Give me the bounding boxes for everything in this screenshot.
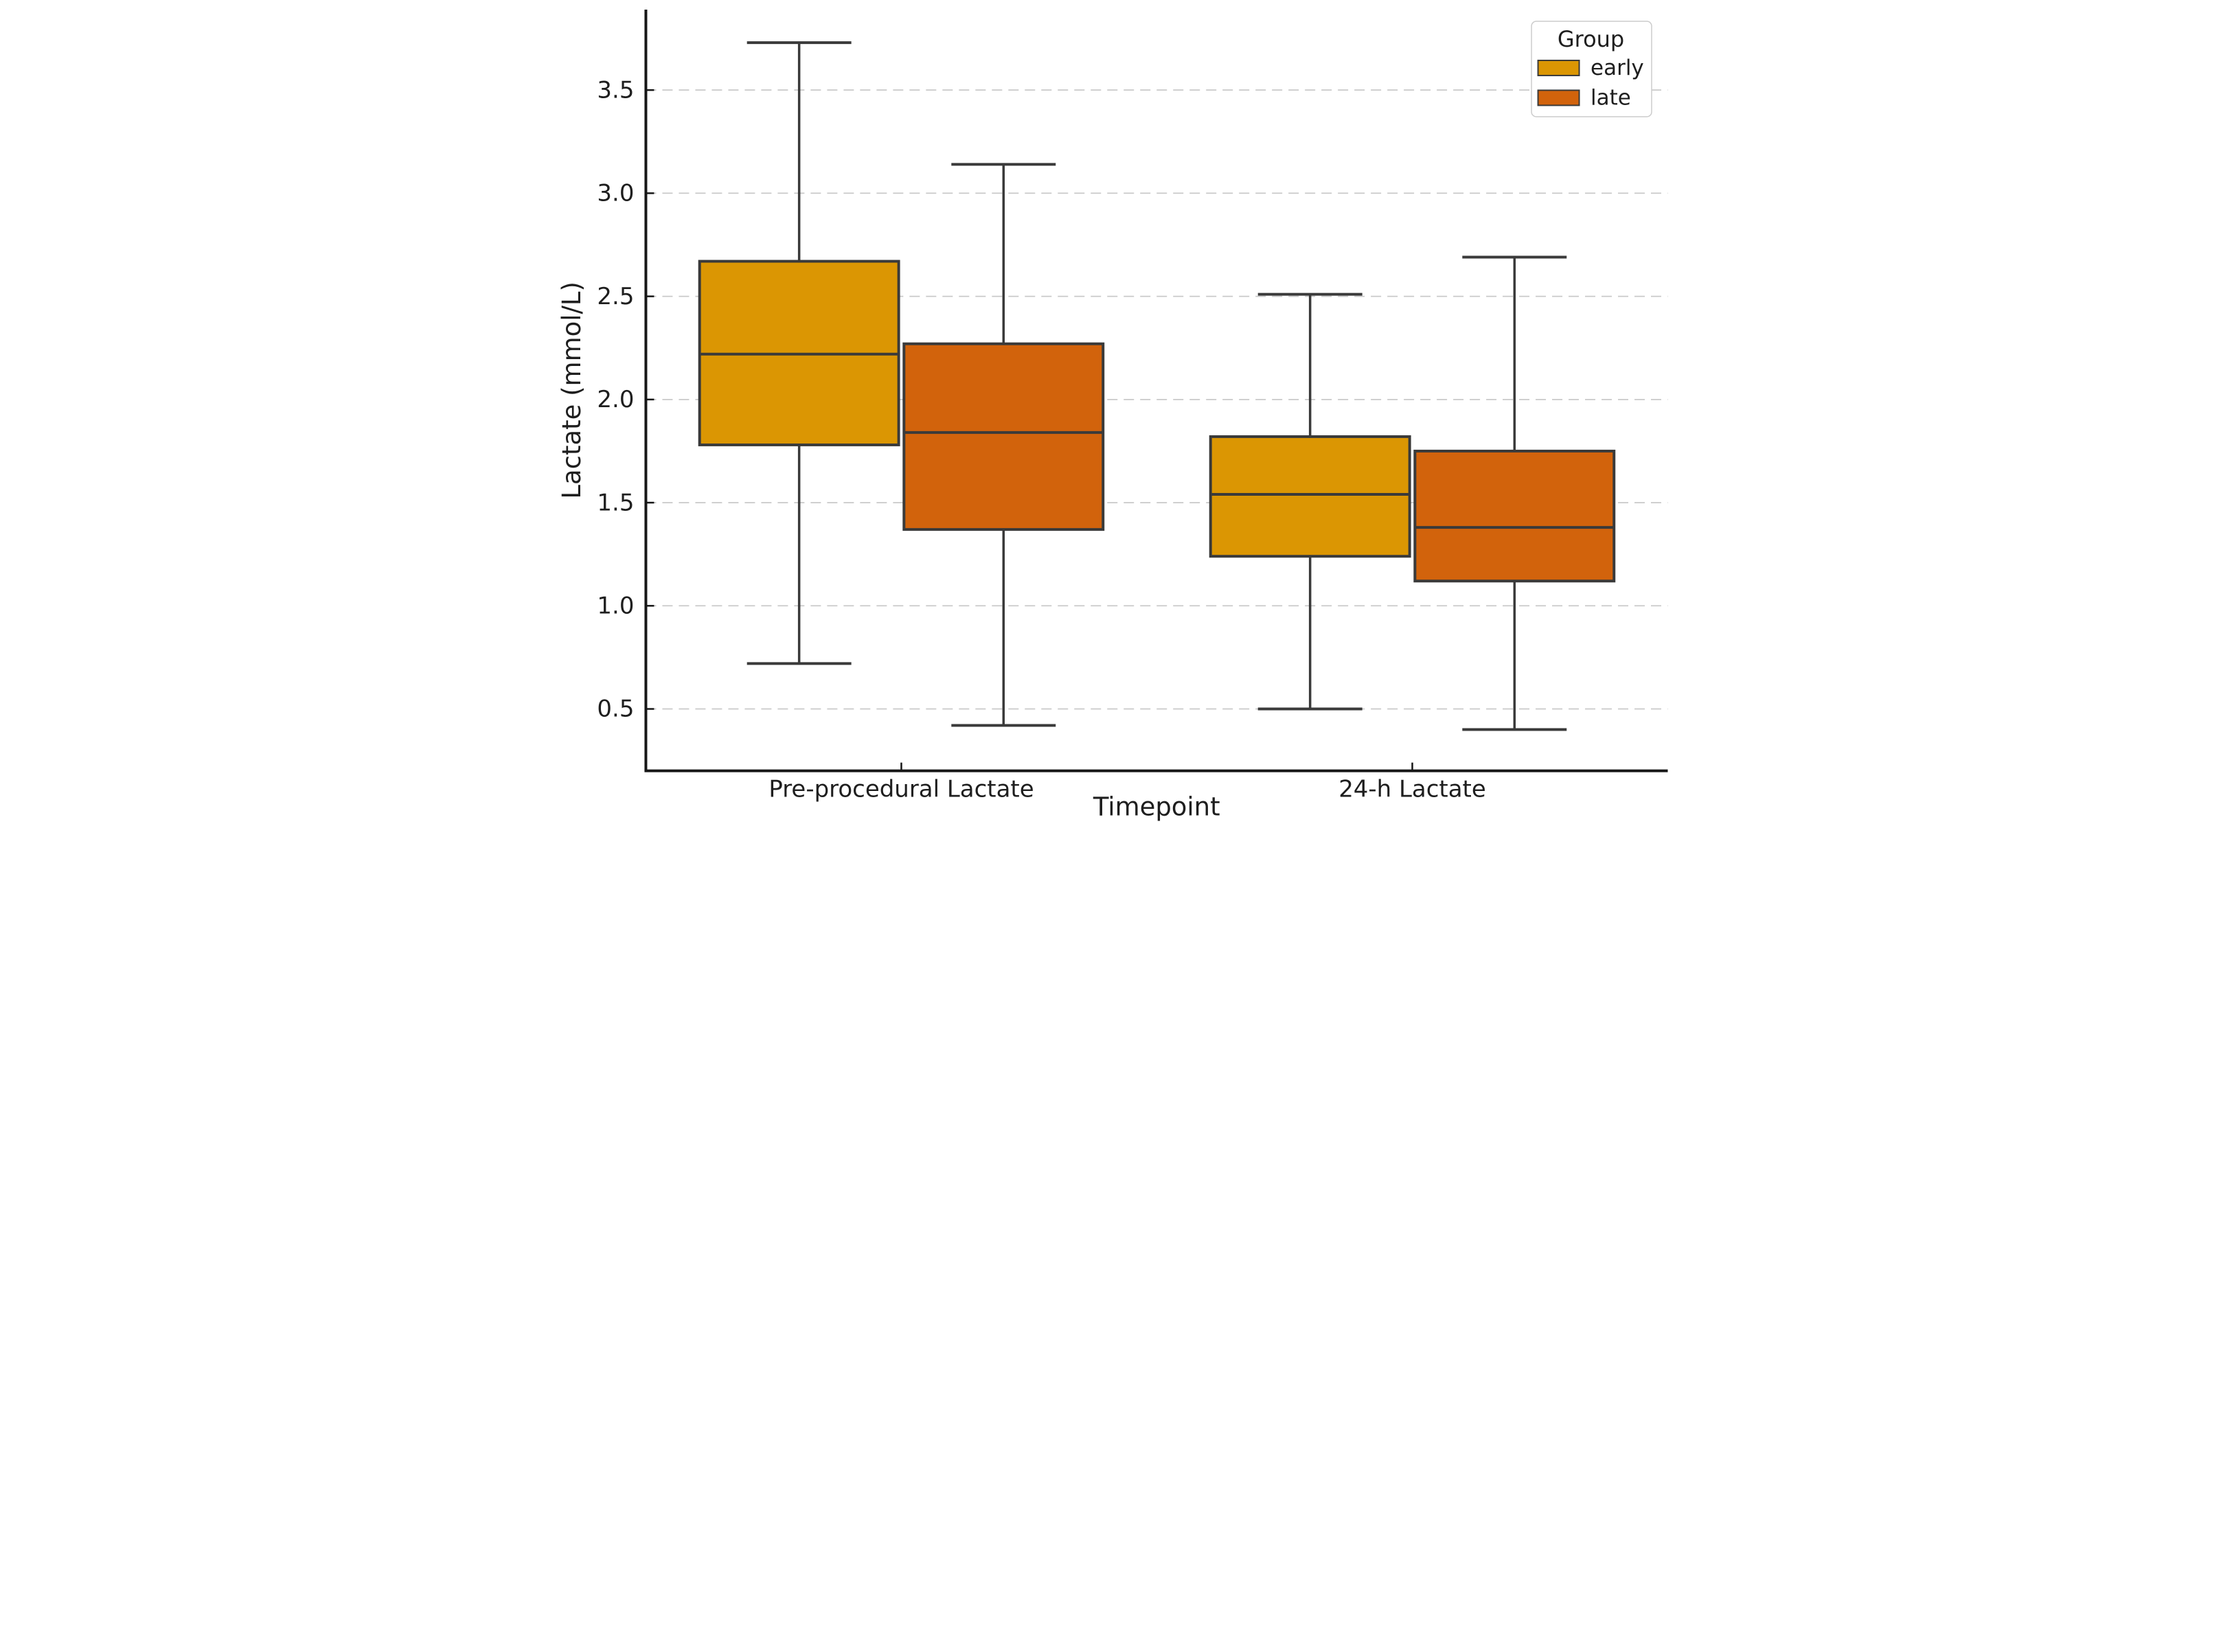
legend-entries: early late <box>1537 56 1644 111</box>
chart-canvas: 0.5 1.0 1.5 2.0 2.5 3.0 3.5 Pre-procedural Lact… <box>559 9 1668 822</box>
box-early-1 <box>1209 292 1411 711</box>
tick-layer: 0.5 1.0 1.5 2.0 2.5 3.0 3.5 Pre-procedural Lact… <box>597 76 1485 803</box>
y-tick-label: 3.5 <box>597 76 634 104</box>
y-tick-label: 2.0 <box>597 386 634 413</box>
box-late-0 <box>902 163 1104 727</box>
box-late-1 <box>1413 255 1615 731</box>
box-layer <box>698 41 1615 731</box>
x-tick-label: Pre-procedural Lactate <box>768 776 1034 803</box>
iqr-box <box>1413 449 1615 583</box>
axis-layer <box>643 9 1668 772</box>
x-tick-label: 24-h Lactate <box>1338 776 1486 803</box>
legend-title: Group <box>1557 26 1623 52</box>
y-tick-label: 1.0 <box>597 593 634 620</box>
y-axis-title: Lactate (mmol/L) <box>559 282 586 499</box>
legend-swatch-late <box>1537 89 1580 106</box>
y-tick-label: 0.5 <box>597 696 634 723</box>
y-tick-label: 3.0 <box>597 180 634 207</box>
legend-entry-label: early <box>1591 56 1644 80</box>
legend-entry-early: early <box>1537 56 1644 80</box>
x-axis-title: Timepoint <box>1092 792 1220 822</box>
y-tick-label: 1.5 <box>597 489 634 516</box>
legend: Group early late <box>1530 21 1652 117</box>
box-early-0 <box>698 41 900 665</box>
iqr-box <box>1209 435 1411 558</box>
legend-entry-label: late <box>1591 86 1631 111</box>
y-tick-label: 2.5 <box>597 283 634 310</box>
legend-entry-late: late <box>1537 86 1631 111</box>
iqr-box <box>902 342 1104 531</box>
legend-swatch-early <box>1537 59 1580 76</box>
boxplot-figure: 0.5 1.0 1.5 2.0 2.5 3.0 3.5 Pre-procedural Lact… <box>558 0 1676 826</box>
